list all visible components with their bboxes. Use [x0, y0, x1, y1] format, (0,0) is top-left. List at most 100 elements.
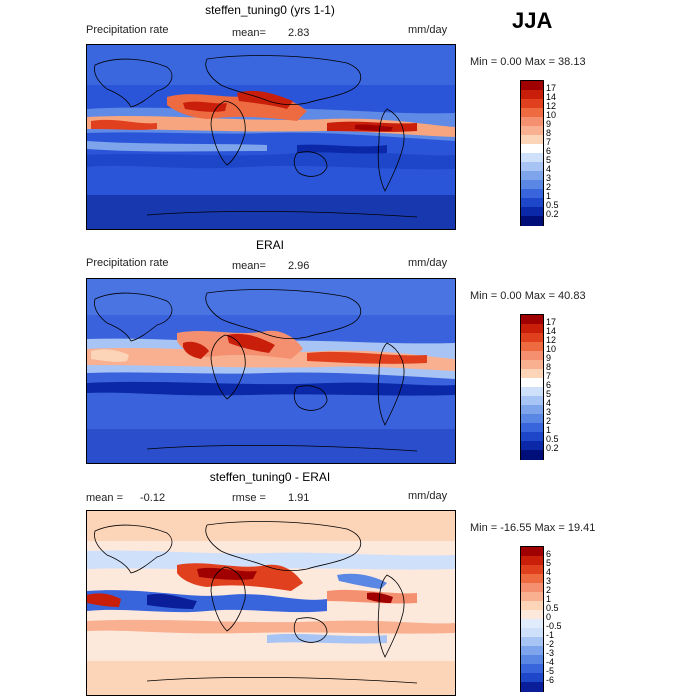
panel3-colorbar	[520, 546, 544, 692]
panel1-minmax: Min = 0.00 Max = 38.13	[470, 56, 586, 68]
colorbar-tick-label: 5	[546, 389, 552, 399]
colorbar-tick-label: -0.5	[546, 621, 562, 631]
colorbar-cell	[521, 162, 543, 172]
panel2-colorbar	[520, 314, 544, 460]
colorbar-tick-label: 0.5	[546, 434, 559, 444]
colorbar-tick-label: 3	[546, 407, 552, 417]
colorbar-cell	[521, 664, 543, 674]
colorbar-cell	[521, 81, 543, 91]
colorbar-cell	[521, 360, 543, 370]
colorbar-cell	[521, 126, 543, 136]
colorbar-cell	[521, 324, 543, 334]
colorbar-cell	[521, 601, 543, 611]
colorbar-tick-label: 0.5	[546, 200, 559, 210]
colorbar-cell	[521, 216, 543, 226]
colorbar-tick-label: 2	[546, 182, 552, 192]
colorbar-cell	[521, 450, 543, 460]
colorbar-cell	[521, 441, 543, 451]
colorbar-tick-label: 3	[546, 173, 552, 183]
colorbar-cell	[521, 189, 543, 199]
colorbar-cell	[521, 171, 543, 181]
colorbar-tick-label: 14	[546, 326, 557, 336]
colorbar-tick-label: 10	[546, 344, 557, 354]
panel2-title: ERAI	[255, 238, 284, 252]
panel1-mean-label: mean=	[232, 27, 266, 39]
colorbar-cell	[521, 342, 543, 352]
colorbar-tick-label: 17	[546, 317, 557, 327]
colorbar-tick-label: -6	[546, 675, 555, 685]
panel3-mean-label: mean =	[86, 492, 123, 504]
colorbar-cell	[521, 396, 543, 406]
panel2-mean-label: mean=	[232, 260, 266, 272]
colorbar-cell	[521, 655, 543, 665]
colorbar-cell	[521, 108, 543, 118]
colorbar-tick-label: 1	[546, 191, 552, 201]
panel1-colorbar	[520, 80, 544, 226]
panel2-map	[86, 278, 456, 464]
colorbar-cell	[521, 556, 543, 566]
colorbar-cell	[521, 351, 543, 361]
colorbar-tick-label: -5	[546, 666, 555, 676]
colorbar-tick-label: 10	[546, 110, 557, 120]
colorbar-cell	[521, 583, 543, 593]
colorbar-tick-label: 8	[546, 128, 552, 138]
colorbar-cell	[521, 180, 543, 190]
colorbar-tick-label: 3	[546, 576, 552, 586]
colorbar-cell	[521, 99, 543, 109]
colorbar-tick-label: 17	[546, 83, 557, 93]
panel1-mean-value: 2.83	[288, 27, 310, 39]
colorbar-cell	[521, 619, 543, 629]
colorbar-tick-label: 0.2	[546, 209, 559, 219]
panel1-field-label: Precipitation rate	[86, 24, 169, 36]
colorbar-cell	[521, 315, 543, 325]
colorbar-tick-label: 1	[546, 594, 552, 604]
colorbar-tick-label: 8	[546, 362, 552, 372]
colorbar-cell	[521, 547, 543, 557]
colorbar-cell	[521, 423, 543, 433]
panel2-units: mm/day	[408, 257, 448, 269]
colorbar-cell	[521, 628, 543, 638]
panel2-mean-value: 2.96	[288, 260, 310, 272]
colorbar-cell	[521, 378, 543, 388]
colorbar-tick-label: 7	[546, 371, 552, 381]
colorbar-cell	[521, 144, 543, 154]
colorbar-tick-label: 9	[546, 119, 552, 129]
colorbar-tick-label: 1	[546, 425, 552, 435]
colorbar-tick-label: -4	[546, 657, 555, 667]
colorbar-tick-label: 6	[546, 146, 552, 156]
colorbar-cell	[521, 432, 543, 442]
panel3-mean-value: -0.12	[140, 492, 166, 504]
colorbar-tick-label: 0	[546, 612, 552, 622]
colorbar-tick-label: 7	[546, 137, 552, 147]
colorbar-cell	[521, 592, 543, 602]
panel1-units: mm/day	[408, 24, 448, 36]
colorbar-tick-label: 2	[546, 585, 552, 595]
colorbar-cell	[521, 682, 543, 692]
colorbar-tick-label: 5	[546, 155, 552, 165]
panel2-field-label: Precipitation rate	[86, 257, 169, 269]
colorbar-cell	[521, 117, 543, 127]
panel3-minmax: Min = -16.55 Max = 19.41	[470, 522, 596, 534]
panel3-map	[86, 510, 456, 696]
panel1-title: steffen_tuning0 (yrs 1-1)	[205, 3, 335, 17]
colorbar-tick-label: 4	[546, 567, 552, 577]
colorbar-tick-label: 14	[546, 92, 557, 102]
colorbar-tick-label: 12	[546, 101, 557, 111]
colorbar-tick-label: 2	[546, 416, 552, 426]
colorbar-cell	[521, 153, 543, 163]
panel3-map-field	[87, 511, 455, 695]
colorbar-tick-label: 12	[546, 335, 557, 345]
colorbar-cell	[521, 673, 543, 683]
panel1-map	[86, 44, 456, 230]
colorbar-tick-label: 4	[546, 164, 552, 174]
colorbar-tick-label: 0.2	[546, 443, 559, 453]
colorbar-tick-label: -2	[546, 639, 555, 649]
colorbar-cell	[521, 637, 543, 647]
colorbar-tick-label: 6	[546, 380, 552, 390]
colorbar-cell	[521, 387, 543, 397]
colorbar-tick-label: 6	[546, 549, 552, 559]
panel3-rmse-value: 1.91	[288, 492, 310, 504]
colorbar-cell	[521, 565, 543, 575]
colorbar-tick-label: -3	[546, 648, 555, 658]
colorbar-tick-label: 5	[546, 558, 552, 568]
